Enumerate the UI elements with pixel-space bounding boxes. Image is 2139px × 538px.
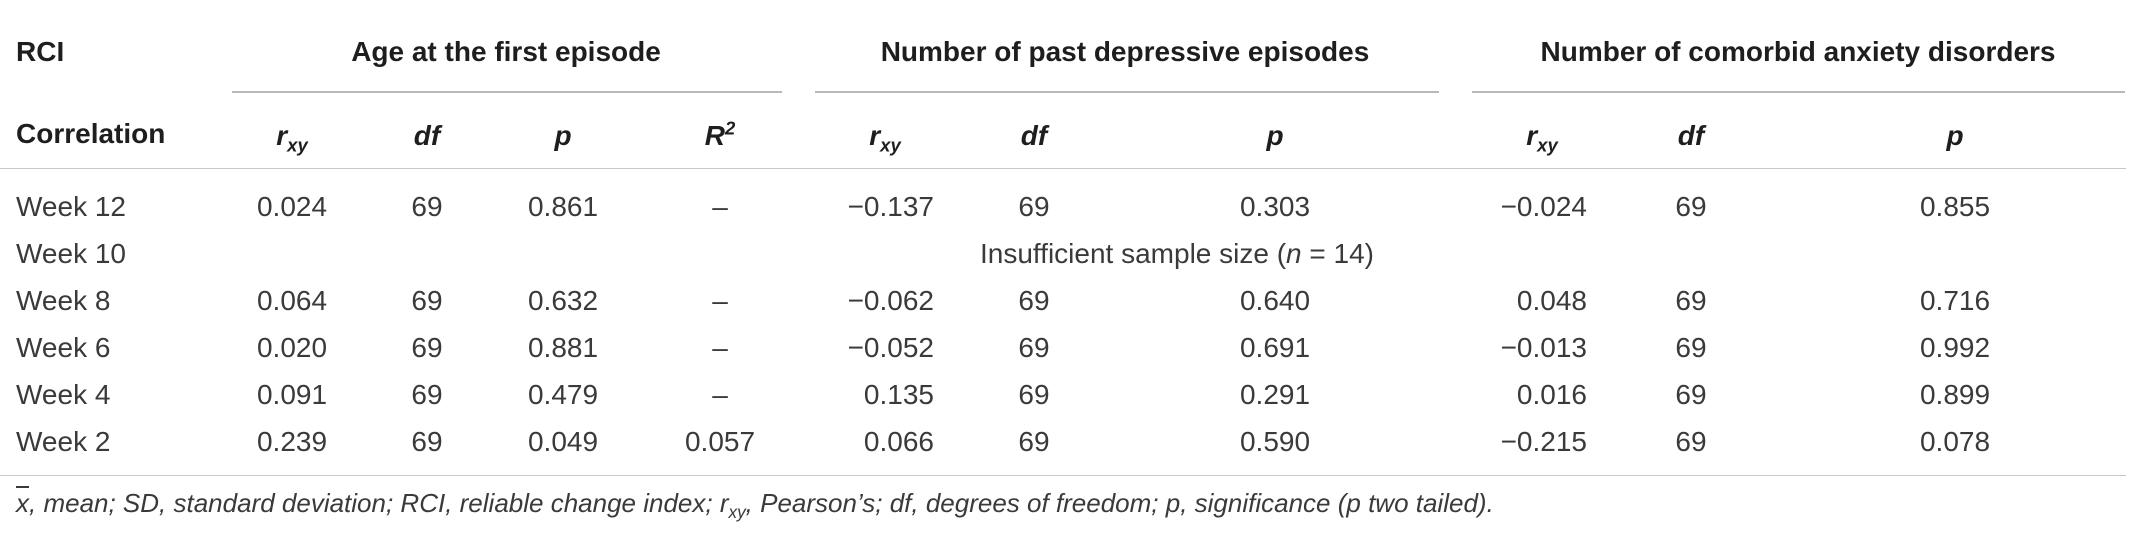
group-header-past-episodes: Number of past depressive episodes xyxy=(880,36,1370,67)
cell-anxiety-p: 0.992 xyxy=(1919,332,1991,363)
cell-anxiety-df: 69 xyxy=(1675,426,1707,457)
cell-age-df: 69 xyxy=(411,191,443,222)
cell-age-p: 0.632 xyxy=(527,285,599,316)
cell-past-rxy: −0.062 xyxy=(847,285,934,316)
cell-anxiety-rxy: −0.215 xyxy=(1500,426,1587,457)
cell-age-df: 69 xyxy=(411,426,443,457)
cell-age-rxy: 0.064 xyxy=(256,285,328,316)
cell-anxiety-p: 0.855 xyxy=(1919,191,1991,222)
cell-anxiety-rxy: 0.048 xyxy=(1516,285,1587,316)
col-header-df-anxiety: df xyxy=(1677,120,1705,151)
cell-age-p: 0.861 xyxy=(527,191,599,222)
col-header-rxy-past: rxy xyxy=(869,120,901,156)
cell-past-rxy: 0.066 xyxy=(863,426,934,457)
cell-age-p: 0.049 xyxy=(527,426,599,457)
cell-past-p: 0.640 xyxy=(1239,285,1311,316)
row-label: Week 10 xyxy=(16,238,126,269)
cell-anxiety-rxy: −0.024 xyxy=(1500,191,1587,222)
rci-header: RCI xyxy=(16,36,65,67)
row-label: Week 6 xyxy=(16,332,111,363)
cell-age-df: 69 xyxy=(411,285,443,316)
col-header-df-past: df xyxy=(1020,120,1048,151)
col-header-rxy-anxiety: rxy xyxy=(1526,120,1558,156)
table-footnote: x, mean; SD, standard deviation; RCI, re… xyxy=(16,488,1494,523)
group-underline-age xyxy=(232,91,782,93)
cell-past-p: 0.691 xyxy=(1239,332,1311,363)
cell-past-df: 69 xyxy=(1018,426,1050,457)
cell-age-p: 0.479 xyxy=(527,379,599,410)
cell-age-df: 69 xyxy=(411,332,443,363)
group-underline-past-episodes xyxy=(815,91,1439,93)
cell-age-r2: 0.057 xyxy=(684,426,756,457)
cell-past-p: 0.291 xyxy=(1239,379,1311,410)
col-header-r2-age: R2 xyxy=(704,117,736,151)
cell-past-df: 69 xyxy=(1018,379,1050,410)
col-header-df-age: df xyxy=(413,120,441,151)
group-header-age: Age at the first episode xyxy=(351,36,661,67)
cell-past-rxy: 0.135 xyxy=(863,379,934,410)
cell-past-df: 69 xyxy=(1018,285,1050,316)
cell-age-r2: – xyxy=(712,285,728,316)
cell-age-r2: – xyxy=(712,191,728,222)
cell-anxiety-df: 69 xyxy=(1675,191,1707,222)
row-label: Week 8 xyxy=(16,285,111,316)
cell-age-rxy: 0.239 xyxy=(256,426,328,457)
cell-age-r2: – xyxy=(712,332,728,363)
header-rule xyxy=(0,168,2126,169)
cell-past-p: 0.303 xyxy=(1239,191,1311,222)
cell-age-p: 0.881 xyxy=(527,332,599,363)
row-label: Week 12 xyxy=(16,191,126,222)
col-header-p-age: p xyxy=(554,120,572,151)
correlation-header: Correlation xyxy=(16,118,166,149)
cell-age-r2: – xyxy=(712,379,728,410)
col-header-p-anxiety: p xyxy=(1946,120,1964,151)
insufficient-sample-note: Insufficient sample size (n = 14) xyxy=(979,238,1375,269)
cell-age-rxy: 0.024 xyxy=(256,191,328,222)
row-label: Week 2 xyxy=(16,426,111,457)
row-label: Week 4 xyxy=(16,379,111,410)
cell-anxiety-p: 0.716 xyxy=(1919,285,1991,316)
cell-anxiety-p: 0.899 xyxy=(1919,379,1991,410)
cell-past-rxy: −0.137 xyxy=(847,191,934,222)
col-header-rxy-age: rxy xyxy=(276,120,308,156)
cell-past-df: 69 xyxy=(1018,332,1050,363)
cell-age-rxy: 0.091 xyxy=(256,379,328,410)
cell-anxiety-rxy: 0.016 xyxy=(1516,379,1587,410)
group-header-anxiety: Number of comorbid anxiety disorders xyxy=(1540,36,2056,67)
cell-age-rxy: 0.020 xyxy=(256,332,328,363)
group-underline-anxiety xyxy=(1472,91,2125,93)
cell-past-p: 0.590 xyxy=(1239,426,1311,457)
table-bottom-rule xyxy=(0,475,2126,476)
cell-anxiety-df: 69 xyxy=(1675,285,1707,316)
cell-anxiety-df: 69 xyxy=(1675,379,1707,410)
cell-age-df: 69 xyxy=(411,379,443,410)
cell-past-rxy: −0.052 xyxy=(847,332,934,363)
col-header-p-past: p xyxy=(1266,120,1284,151)
cell-anxiety-p: 0.078 xyxy=(1919,426,1991,457)
cell-past-df: 69 xyxy=(1018,191,1050,222)
cell-anxiety-rxy: −0.013 xyxy=(1500,332,1587,363)
cell-anxiety-df: 69 xyxy=(1675,332,1707,363)
